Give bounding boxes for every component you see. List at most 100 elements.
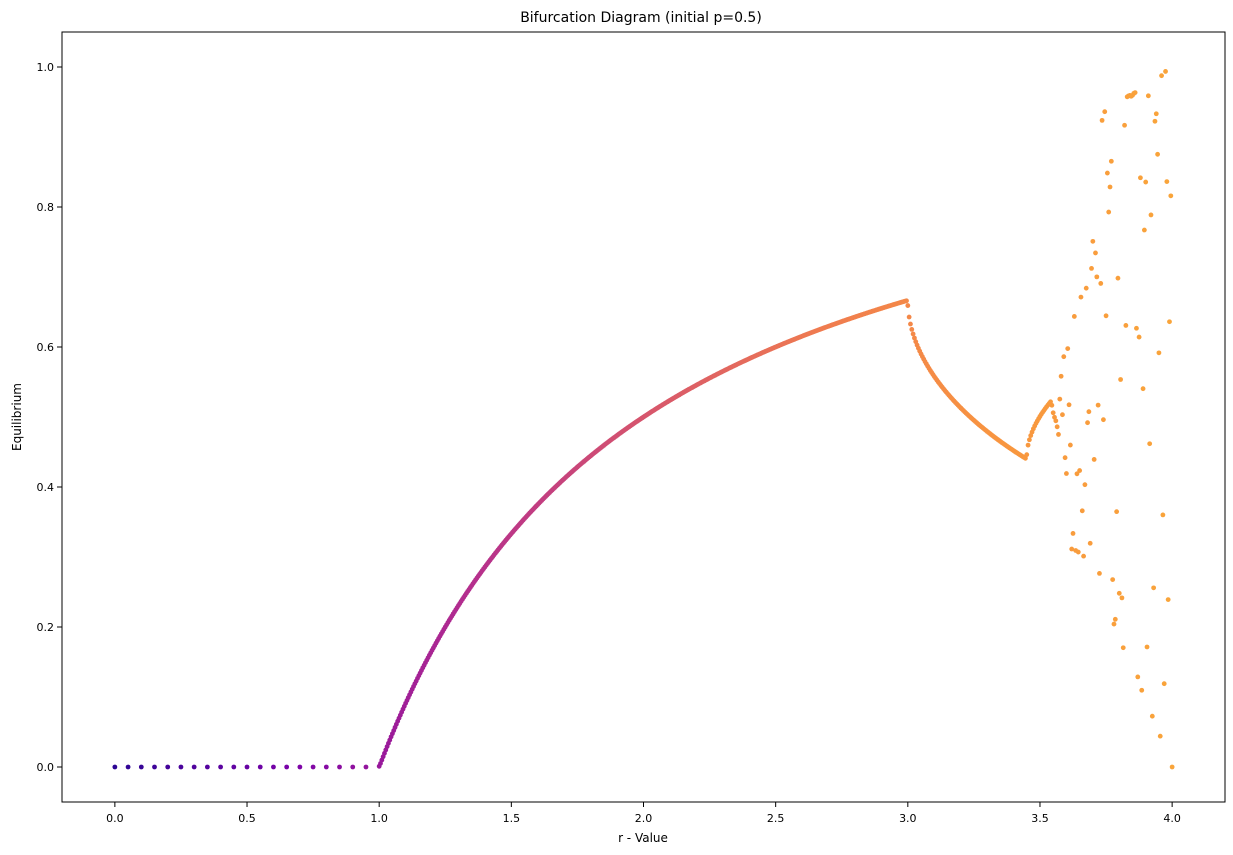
scatter-point-583 — [1120, 645, 1126, 651]
scatter-point-543 — [1067, 442, 1073, 448]
scatter-point-572 — [1106, 209, 1112, 215]
y-tick-label: 0.4 — [37, 481, 55, 494]
scatter-point-423 — [909, 327, 915, 332]
scatter-point-535 — [1057, 396, 1063, 402]
scatter-point-422 — [908, 321, 913, 327]
scatter-point-600 — [1143, 179, 1149, 185]
y-axis-ticks: 0.0 0.2 0.4 0.6 0.8 1.0 — [37, 61, 62, 774]
scatter-point-609 — [1155, 151, 1160, 157]
scatter-points — [112, 69, 1175, 770]
scatter-point-10 — [244, 764, 250, 770]
scatter-point-2 — [138, 764, 144, 770]
scatter-point-8 — [218, 764, 223, 770]
scatter-point-606 — [1151, 585, 1157, 591]
scatter-point-550 — [1077, 468, 1083, 473]
scatter-point-6 — [191, 764, 197, 770]
scatter-point-552 — [1079, 508, 1085, 514]
scatter-point-533 — [1054, 424, 1060, 430]
scatter-point-611 — [1157, 733, 1163, 739]
scatter-point-18 — [350, 764, 356, 770]
scatter-point-580 — [1116, 590, 1122, 596]
x-tick-label: 4.0 — [1163, 812, 1181, 825]
scatter-point-545 — [1070, 531, 1076, 536]
scatter-point-529 — [1049, 402, 1055, 408]
x-tick-label: 1.0 — [370, 812, 388, 825]
scatter-point-578 — [1114, 509, 1120, 515]
scatter-point-14 — [297, 764, 303, 770]
scatter-point-568 — [1101, 417, 1106, 423]
scatter-point-616 — [1164, 179, 1170, 185]
scatter-point-595 — [1136, 334, 1142, 340]
scatter-point-19 — [363, 764, 369, 770]
scatter-point-602 — [1145, 93, 1151, 99]
scatter-point-548 — [1074, 471, 1080, 477]
scatter-point-419 — [904, 298, 909, 304]
scatter-point-574 — [1108, 158, 1114, 164]
scatter-point-539 — [1062, 455, 1068, 461]
scatter-point-571 — [1104, 170, 1110, 176]
scatter-point-544 — [1069, 546, 1075, 552]
x-axis-ticks: 0.0 0.5 1.0 1.5 2.0 2.5 3.0 3.5 4.0 — [106, 802, 1181, 825]
scatter-point-576 — [1111, 621, 1117, 627]
scatter-point-424 — [910, 331, 916, 337]
scatter-point-546 — [1071, 314, 1077, 319]
y-tick-label: 0.6 — [37, 341, 55, 354]
scatter-point-0 — [112, 764, 118, 770]
scatter-point-598 — [1140, 386, 1146, 392]
scatter-point-551 — [1078, 294, 1084, 300]
scatter-point-603 — [1147, 441, 1153, 447]
scatter-point-597 — [1139, 687, 1145, 693]
scatter-point-604 — [1148, 212, 1154, 218]
scatter-point-553 — [1081, 553, 1086, 559]
scatter-point-532 — [1053, 418, 1059, 424]
scatter-point-559 — [1089, 266, 1094, 271]
scatter-point-9 — [231, 764, 237, 770]
scatter-point-4 — [165, 764, 171, 770]
scatter-point-3 — [152, 764, 157, 770]
scatter-point-562 — [1093, 250, 1098, 256]
scatter-point-573 — [1107, 184, 1113, 190]
scatter-point-425 — [912, 335, 917, 341]
scatter-point-7 — [204, 764, 210, 770]
scatter-point-584 — [1122, 122, 1127, 128]
x-tick-label: 0.0 — [106, 812, 124, 825]
scatter-point-17 — [337, 764, 342, 770]
scatter-point-554 — [1082, 482, 1088, 488]
scatter-point-542 — [1066, 402, 1072, 408]
scatter-point-596 — [1138, 175, 1143, 181]
scatter-point-566 — [1098, 281, 1104, 286]
x-tick-label: 3.5 — [1031, 812, 1049, 825]
scatter-point-511 — [1025, 442, 1031, 448]
scatter-point-421 — [906, 314, 912, 320]
scatter-point-605 — [1149, 713, 1155, 719]
scatter-point-12 — [271, 764, 276, 770]
scatter-point-555 — [1083, 285, 1089, 291]
y-tick-label: 0.2 — [37, 621, 55, 634]
scatter-point-512 — [1027, 437, 1032, 443]
x-axis-label: r - Value — [618, 831, 668, 845]
scatter-point-569 — [1102, 109, 1108, 115]
scatter-point-601 — [1144, 644, 1150, 650]
x-tick-label: 3.0 — [899, 812, 917, 825]
scatter-point-607 — [1152, 118, 1158, 124]
scatter-point-581 — [1118, 377, 1123, 382]
y-tick-label: 1.0 — [37, 61, 55, 74]
x-tick-label: 0.5 — [238, 812, 256, 825]
scatter-point-541 — [1065, 346, 1071, 351]
scatter-point-536 — [1058, 373, 1064, 379]
scatter-point-593 — [1134, 325, 1139, 331]
scatter-point-563 — [1094, 274, 1100, 280]
scatter-point-618 — [1167, 319, 1172, 325]
y-axis-label: Equilibrium — [10, 383, 24, 451]
scatter-point-612 — [1159, 73, 1164, 79]
scatter-point-608 — [1153, 111, 1159, 117]
y-tick-label: 0.0 — [37, 761, 55, 774]
scatter-point-592 — [1132, 90, 1138, 95]
scatter-point-11 — [257, 764, 263, 770]
scatter-point-579 — [1115, 275, 1121, 281]
scatter-point-420 — [905, 303, 911, 308]
x-tick-label: 1.5 — [503, 812, 521, 825]
y-tick-label: 0.8 — [37, 201, 55, 214]
scatter-point-534 — [1056, 432, 1061, 437]
